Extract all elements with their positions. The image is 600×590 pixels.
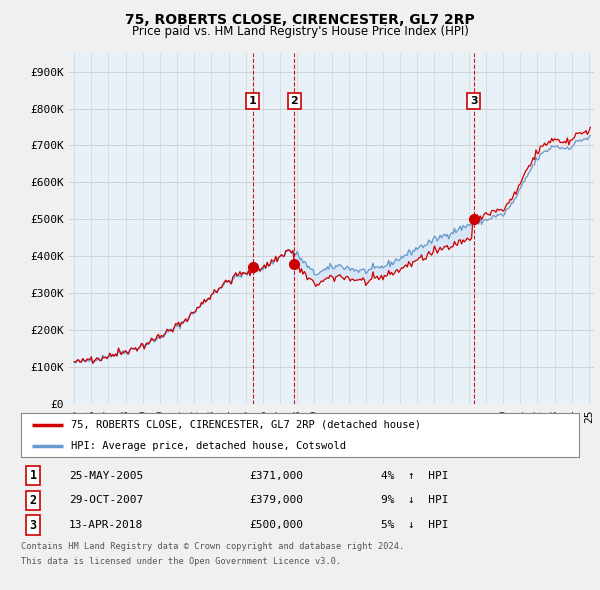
Text: 4%  ↑  HPI: 4% ↑ HPI bbox=[381, 471, 449, 480]
Text: 1: 1 bbox=[29, 469, 37, 482]
Text: 75, ROBERTS CLOSE, CIRENCESTER, GL7 2RP (detached house): 75, ROBERTS CLOSE, CIRENCESTER, GL7 2RP … bbox=[71, 420, 421, 430]
Text: 9%  ↓  HPI: 9% ↓ HPI bbox=[381, 496, 449, 505]
Text: This data is licensed under the Open Government Licence v3.0.: This data is licensed under the Open Gov… bbox=[21, 557, 341, 566]
Text: 75, ROBERTS CLOSE, CIRENCESTER, GL7 2RP: 75, ROBERTS CLOSE, CIRENCESTER, GL7 2RP bbox=[125, 13, 475, 27]
Text: HPI: Average price, detached house, Cotswold: HPI: Average price, detached house, Cots… bbox=[71, 441, 346, 451]
Text: £371,000: £371,000 bbox=[249, 471, 303, 480]
Text: Contains HM Land Registry data © Crown copyright and database right 2024.: Contains HM Land Registry data © Crown c… bbox=[21, 542, 404, 551]
Text: Price paid vs. HM Land Registry's House Price Index (HPI): Price paid vs. HM Land Registry's House … bbox=[131, 25, 469, 38]
Text: 29-OCT-2007: 29-OCT-2007 bbox=[69, 496, 143, 505]
Text: 13-APR-2018: 13-APR-2018 bbox=[69, 520, 143, 530]
Text: £500,000: £500,000 bbox=[249, 520, 303, 530]
Text: 3: 3 bbox=[29, 519, 37, 532]
Text: 5%  ↓  HPI: 5% ↓ HPI bbox=[381, 520, 449, 530]
Text: 2: 2 bbox=[290, 96, 298, 106]
Text: 3: 3 bbox=[470, 96, 478, 106]
Text: 2: 2 bbox=[29, 494, 37, 507]
Text: £379,000: £379,000 bbox=[249, 496, 303, 505]
Text: 25-MAY-2005: 25-MAY-2005 bbox=[69, 471, 143, 480]
Text: 1: 1 bbox=[249, 96, 256, 106]
